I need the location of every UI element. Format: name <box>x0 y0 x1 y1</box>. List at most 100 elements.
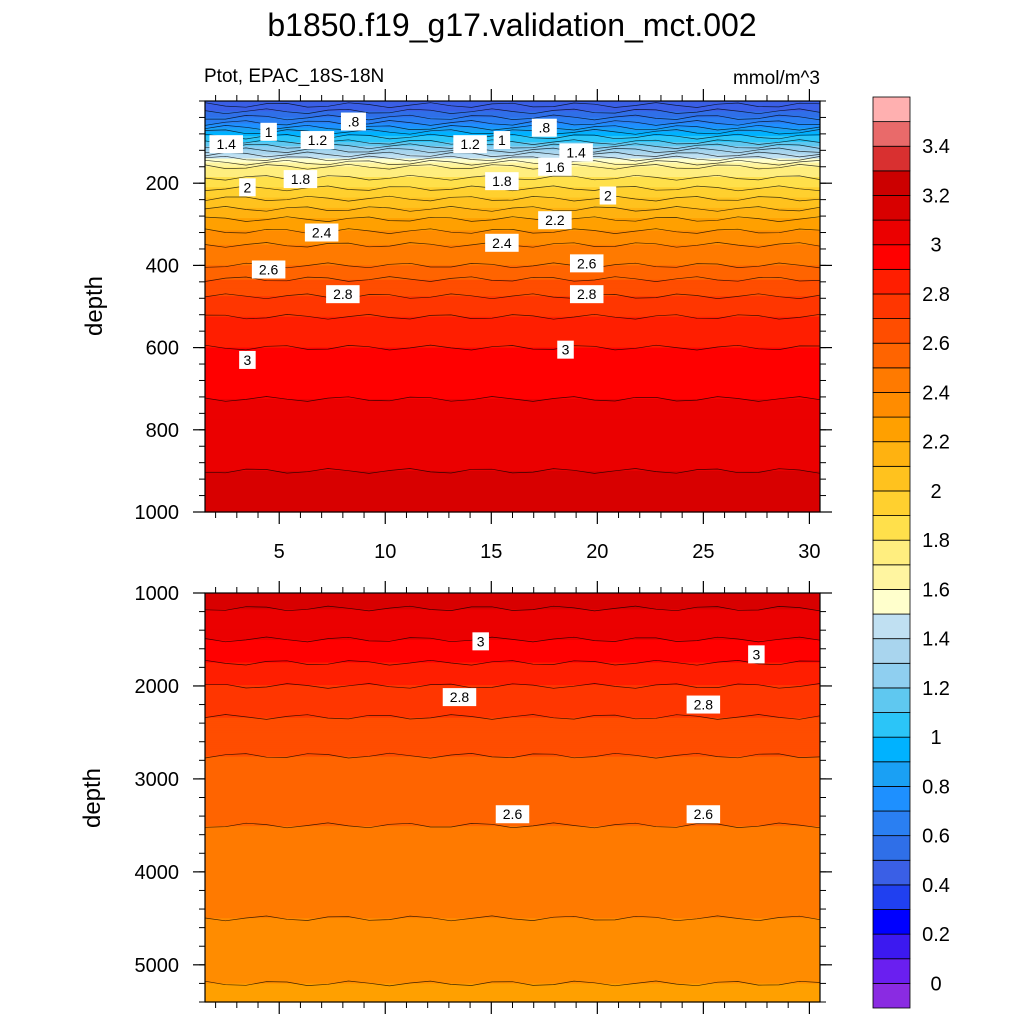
contour-band <box>205 952 820 956</box>
contour-label: 1.6 <box>538 157 572 176</box>
contour-band <box>205 343 820 347</box>
contour-band <box>205 438 820 441</box>
contour-band <box>205 483 820 486</box>
contour-label: 3 <box>472 632 489 651</box>
contour-band <box>205 750 820 754</box>
svg-text:2: 2 <box>604 188 612 204</box>
contour-band <box>205 854 820 858</box>
contour-band <box>205 856 820 860</box>
contour-band <box>205 275 820 279</box>
contour-band <box>205 277 820 281</box>
colorbar-swatch <box>872 835 911 861</box>
contour-band <box>205 629 820 633</box>
contour-band <box>205 491 820 495</box>
contour-band <box>205 828 820 831</box>
svg-text:1.8: 1.8 <box>492 173 512 189</box>
contour-band <box>205 599 820 602</box>
contour-band <box>205 355 820 359</box>
contour-band <box>205 832 820 835</box>
contour-band <box>205 948 820 952</box>
contour-band <box>205 689 820 692</box>
contour-band <box>205 257 820 260</box>
contour-line <box>204 980 821 987</box>
contour-band <box>205 195 820 199</box>
contour-band <box>205 259 820 262</box>
colorbar-swatch <box>872 638 911 664</box>
contour-band <box>205 597 820 600</box>
contour-band <box>205 613 820 617</box>
contour-band <box>205 263 820 266</box>
contour-band <box>205 304 820 308</box>
contour-line <box>204 344 821 351</box>
contour-band <box>205 442 820 445</box>
contour-band <box>205 652 820 655</box>
contour-band <box>205 203 820 207</box>
contour-band <box>205 869 820 872</box>
contour-line <box>204 659 821 666</box>
contour-line <box>204 129 821 135</box>
contour-band <box>205 164 820 168</box>
contour-band <box>205 961 820 964</box>
contour-band <box>205 646 820 649</box>
colorbar-swatch <box>872 736 911 763</box>
contour-band <box>205 450 820 454</box>
contour-line <box>204 216 821 222</box>
contour-line <box>205 683 821 689</box>
contour-band <box>205 392 820 396</box>
contour-band <box>205 318 820 322</box>
contour-label: 2.8 <box>326 285 360 304</box>
contour-band <box>205 993 820 997</box>
contour-band <box>205 440 820 443</box>
contour-band <box>205 736 820 739</box>
contour-band <box>205 905 820 909</box>
contour-band <box>205 464 820 468</box>
colorbar-tick-label: 2.8 <box>922 284 950 306</box>
contour-label: 2.8 <box>569 285 604 304</box>
contour-band <box>205 734 820 737</box>
svg-text:2.6: 2.6 <box>694 806 714 822</box>
contour-band <box>205 752 820 756</box>
contour-line <box>204 313 821 320</box>
contour-band <box>205 214 820 217</box>
colorbar-tick-label: 1.6 <box>922 579 950 601</box>
contour-band <box>205 615 820 619</box>
contour-band <box>205 959 820 962</box>
contour-band <box>205 388 820 392</box>
contour-band <box>205 781 820 784</box>
contour-band <box>205 405 820 408</box>
contour-band <box>205 631 820 635</box>
contour-band <box>205 345 820 349</box>
y-tick-label: 600 <box>146 338 179 360</box>
contour-band <box>205 977 820 981</box>
contour-band <box>205 987 820 991</box>
contour-band <box>205 926 820 929</box>
contour-line <box>204 262 821 269</box>
contour-band <box>205 938 820 942</box>
lower-panel: 3 3 2.8 2.8 2.6 2.6 1000 2000 3000 4000 5000 dept… <box>79 581 832 1014</box>
contour-band <box>205 693 820 696</box>
colorbar-tick-label: 2.4 <box>922 382 950 404</box>
contour-band <box>205 505 820 509</box>
colorbar-swatch <box>872 761 911 787</box>
contour-band <box>205 897 820 901</box>
colorbar-tick-label: 3 <box>930 235 941 257</box>
contour-band <box>205 448 820 451</box>
contour-band <box>205 283 820 287</box>
colorbar-swatch <box>872 859 911 886</box>
colorbar-swatch <box>872 416 911 443</box>
colorbar-tick-label: 2.6 <box>922 333 950 355</box>
contour-band <box>205 477 820 480</box>
upper-y-axis-label: depth <box>81 276 108 336</box>
contour-band <box>205 885 820 889</box>
svg-text:3: 3 <box>244 352 252 368</box>
contour-label: 2 <box>239 178 256 197</box>
contour-band <box>205 193 820 197</box>
contour-band <box>205 840 820 844</box>
units-label: mmol/m^3 <box>733 68 820 89</box>
contour-band <box>205 687 820 690</box>
svg-text:2.6: 2.6 <box>259 262 279 278</box>
contour-label: 2 <box>599 186 617 205</box>
contour-line <box>204 195 821 202</box>
contour-band <box>205 376 820 380</box>
